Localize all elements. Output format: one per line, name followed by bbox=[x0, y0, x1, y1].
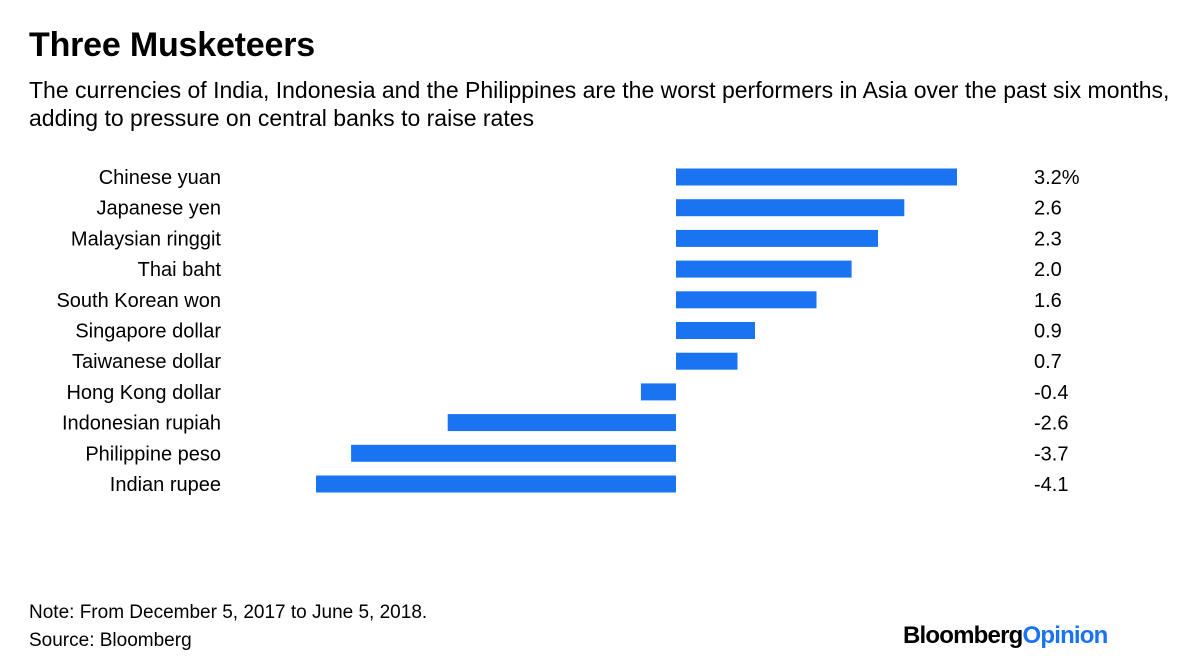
value-label: 2.6 bbox=[1034, 198, 1062, 220]
category-label: Philippine peso bbox=[85, 443, 221, 465]
value-label: -3.7 bbox=[1034, 443, 1068, 465]
value-label: -0.4 bbox=[1034, 382, 1068, 404]
bar bbox=[676, 291, 817, 309]
note-text: Note: From December 5, 2017 to June 5, 2… bbox=[29, 602, 428, 623]
bar bbox=[676, 352, 738, 370]
bar bbox=[676, 229, 878, 247]
category-label: Indonesian rupiah bbox=[62, 413, 221, 435]
category-label: Malaysian ringgit bbox=[71, 228, 222, 250]
bar bbox=[676, 322, 755, 339]
value-label: 0.7 bbox=[1034, 351, 1062, 373]
source-text: Source: Bloomberg bbox=[29, 630, 192, 651]
bar bbox=[640, 383, 676, 401]
bar bbox=[676, 168, 957, 186]
bar bbox=[447, 414, 676, 432]
category-label: Japanese yen bbox=[96, 198, 221, 220]
category-label: Indian rupee bbox=[110, 474, 221, 496]
bar bbox=[351, 444, 676, 462]
value-label: -4.1 bbox=[1034, 474, 1068, 496]
value-label: 0.9 bbox=[1034, 321, 1062, 343]
category-label: Thai baht bbox=[138, 259, 222, 281]
category-label: Chinese yuan bbox=[99, 167, 221, 189]
category-label: Taiwanese dollar bbox=[72, 351, 221, 373]
value-label: 2.3 bbox=[1034, 228, 1062, 250]
bar bbox=[676, 260, 852, 278]
value-label: 2.0 bbox=[1034, 259, 1062, 281]
category-label: Hong Kong dollar bbox=[66, 382, 221, 404]
bar bbox=[316, 475, 676, 493]
category-label: Singapore dollar bbox=[75, 321, 221, 343]
bar-chart: Chinese yuan 3.2% Japanese yen 2.6 Malaysian… bbox=[56, 167, 1080, 496]
logo-bloomberg-text: Bloomberg bbox=[903, 622, 1023, 649]
chart-title: Three Musketeers bbox=[29, 26, 315, 64]
logo-opinion-text: Opinion bbox=[1022, 622, 1108, 649]
chart-subtitle: The currencies of India, Indonesia and t… bbox=[29, 77, 1170, 131]
value-label: 3.2% bbox=[1034, 167, 1080, 189]
value-label: 1.6 bbox=[1034, 290, 1062, 312]
bar bbox=[676, 199, 905, 217]
bloomberg-opinion-logo: BloombergOpinion bbox=[903, 622, 1108, 650]
category-label: South Korean won bbox=[56, 290, 221, 312]
value-label: -2.6 bbox=[1034, 413, 1068, 435]
footnote: Note: From December 5, 2017 to June 5, 2… bbox=[29, 599, 427, 655]
